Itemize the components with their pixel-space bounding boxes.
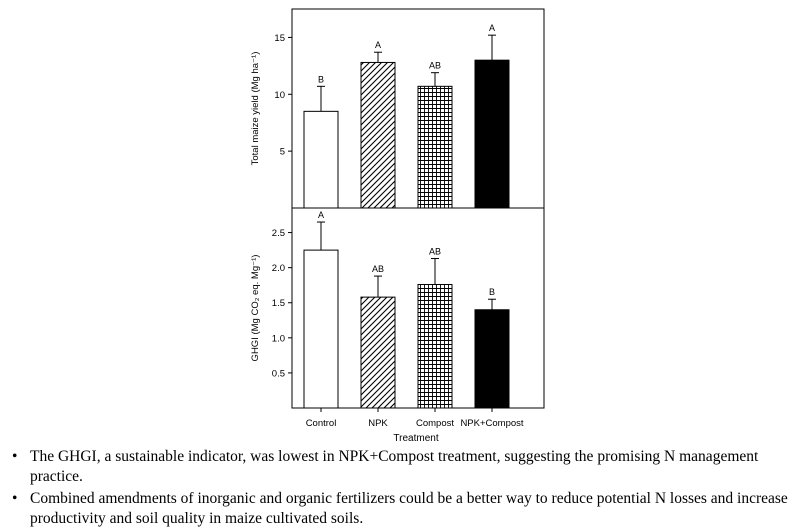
bullet-text: Combined amendments of inorganic and org… [30, 490, 788, 527]
bar [303, 110, 339, 209]
significance-letter: A [489, 23, 495, 33]
bar [417, 283, 453, 409]
significance-letter: AB [429, 247, 441, 257]
significance-letter: AB [429, 61, 441, 71]
bar [417, 85, 453, 209]
bar [474, 59, 510, 209]
y-tick-label: 0.5 [272, 368, 285, 379]
x-tick-label: NPK+Compost [460, 418, 523, 429]
ghgi-panel: 0.5 1.0 1.5 2.0 2.5 GHGI (Mg CO₂ eq. Mg⁻¹) A Co… [250, 207, 545, 429]
y-tick-label: 10 [274, 90, 285, 101]
significance-letter: B [318, 74, 324, 84]
x-axis-label: Treatment [393, 433, 438, 444]
bullet-dot: • [12, 490, 18, 507]
x-tick-label: NPK [368, 418, 388, 429]
y-axis-label: GHGI (Mg CO₂ eq. Mg⁻¹) [250, 255, 261, 362]
summary-bullets: • The GHGI, a sustainable indicator, was … [10, 447, 795, 531]
y-tick-label: 2.0 [272, 263, 285, 274]
bullet-item: • Combined amendments of inorganic and or… [10, 489, 795, 529]
bar [474, 309, 510, 409]
significance-letter: B [489, 287, 495, 297]
maize-yield-panel: 5 10 15 Total maize yield (Mg ha⁻¹) B A AB A [250, 8, 545, 209]
y-tick-label: 1.5 [272, 298, 285, 309]
significance-letter: A [318, 210, 324, 220]
bullet-text: The GHGI, a sustainable indicator, was l… [30, 448, 759, 485]
y-tick-label: 15 [274, 33, 285, 44]
bullet-item: • The GHGI, a sustainable indicator, was … [10, 447, 795, 487]
y-tick-label: 2.5 [272, 228, 285, 239]
y-axis-label: Total maize yield (Mg ha⁻¹) [250, 52, 261, 166]
bar [360, 296, 396, 409]
y-tick-label: 1.0 [272, 333, 285, 344]
bullet-dot: • [12, 448, 18, 465]
bar [303, 249, 339, 409]
x-tick-label: Control [306, 418, 337, 429]
x-tick-label: Compost [416, 418, 454, 429]
y-tick-label: 5 [280, 147, 285, 158]
significance-letter: AB [372, 264, 384, 274]
bar [360, 61, 396, 209]
significance-letter: A [375, 40, 381, 50]
